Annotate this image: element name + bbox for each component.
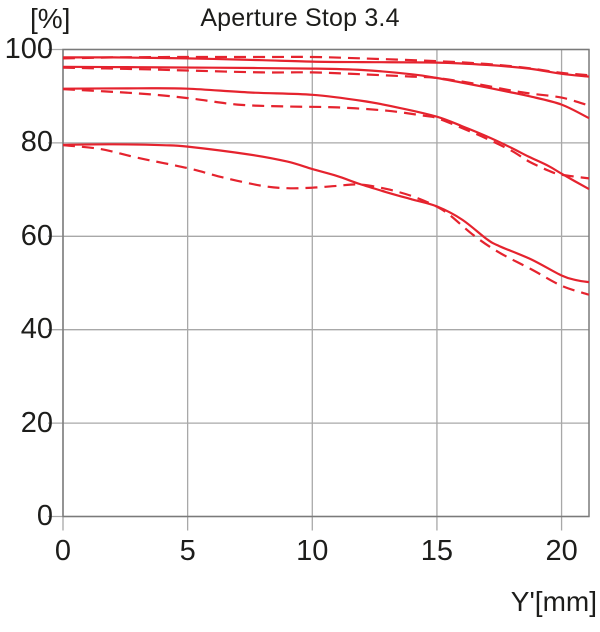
curve-pair1-dashed (62, 55, 590, 77)
plot-frame (62, 48, 590, 518)
y-axis-unit-label: [%] (30, 3, 71, 34)
x-tick-label-20: 20 (545, 535, 578, 567)
x-tick-label-5: 5 (179, 535, 196, 567)
x-tick-label-10: 10 (296, 535, 329, 567)
chart-title: Aperture Stop 3.4 (200, 4, 400, 32)
curve-pair2-solid (62, 65, 590, 120)
y-tick-label-100: 100 (4, 33, 53, 65)
curve-pair4-dashed (62, 144, 590, 296)
x-tick-label-15: 15 (420, 535, 454, 567)
x-tick-label-0: 0 (54, 535, 72, 567)
y-tick-label-0: 0 (36, 500, 53, 532)
y-tick-label-40: 40 (20, 313, 53, 346)
y-tick-label-80: 80 (20, 126, 53, 159)
y-tick-label-20: 20 (20, 406, 53, 439)
curve-pair3-dashed (62, 88, 590, 180)
x-axis-unit-label: Y'[mm] (510, 586, 597, 617)
curve-pair3-solid (62, 87, 590, 191)
curve-pair2-dashed (62, 66, 590, 107)
curve-pair4-solid (62, 143, 590, 284)
y-tick-label-60: 60 (20, 219, 53, 252)
